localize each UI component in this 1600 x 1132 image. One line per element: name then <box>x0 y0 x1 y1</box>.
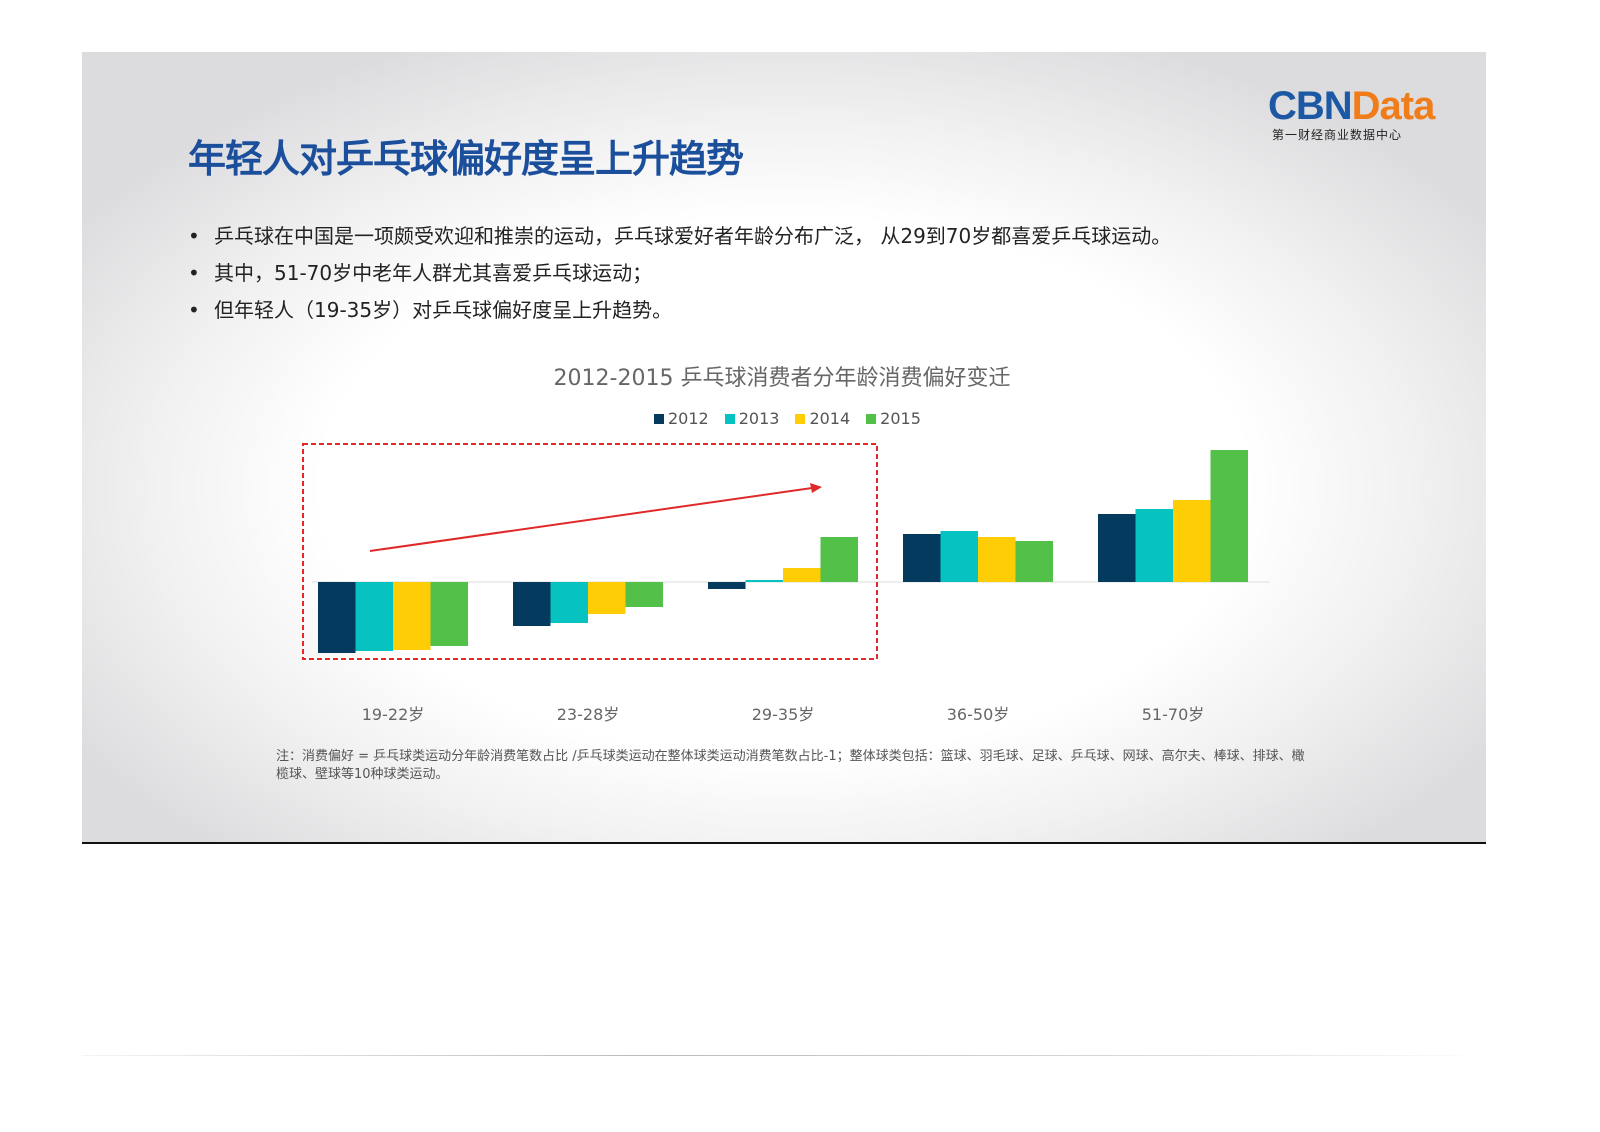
bar-2012-19-22岁 <box>318 582 356 653</box>
chart-title: 2012-2015 乒乓球消费者分年龄消费偏好变迁 <box>553 366 1011 391</box>
trend-arrow <box>369 487 813 552</box>
bullet-item: • 乒乓球在中国是一项颇受欢迎和推崇的运动，乒乓球爱好者年龄分布广泛， 从29到7… <box>188 224 1172 248</box>
chart-legend: 2012 2013 2014 2015 <box>654 409 921 428</box>
bar-2012-36-50岁 <box>903 534 941 582</box>
bullet-item: • 但年轻人（19-35岁）对乒乓球偏好度呈上升趋势。 <box>188 298 673 322</box>
bar-2015-19-22岁 <box>430 582 468 646</box>
x-tick-label: 29-35岁 <box>752 705 815 724</box>
divider <box>82 842 1486 844</box>
bar-2014-51-70岁 <box>1173 500 1211 582</box>
page-title: 年轻人对乒乓球偏好度呈上升趋势 <box>188 137 744 181</box>
bar-2015-36-50岁 <box>1015 541 1053 582</box>
divider-faint <box>82 1055 1486 1056</box>
x-tick-label: 23-28岁 <box>557 705 620 724</box>
arrow-head-icon <box>810 483 822 493</box>
legend-item: 2015 <box>866 409 921 428</box>
bar-2013-51-70岁 <box>1135 509 1173 582</box>
bar-2015-29-35岁 <box>820 537 858 582</box>
bar-2014-23-28岁 <box>588 582 626 614</box>
legend-item: 2014 <box>795 409 850 428</box>
x-tick-label: 51-70岁 <box>1142 705 1205 724</box>
bullet-item: • 其中，51-70岁中老年人群尤其喜爱乒乓球运动； <box>188 261 653 285</box>
bar-2012-23-28岁 <box>513 582 551 626</box>
x-tick-label: 19-22岁 <box>362 705 425 724</box>
legend-item: 2012 <box>654 409 709 428</box>
bar-2013-36-50岁 <box>940 531 978 582</box>
bar-2014-36-50岁 <box>978 537 1016 582</box>
bar-2015-51-70岁 <box>1210 450 1248 582</box>
bar-2013-29-35岁 <box>745 580 783 582</box>
logo: CBNData 第一财经商业数据中心 <box>1268 84 1435 142</box>
x-tick-label: 36-50岁 <box>947 705 1010 724</box>
bar-2013-19-22岁 <box>355 582 393 651</box>
bullet-list: • 乒乓球在中国是一项颇受欢迎和推崇的运动，乒乓球爱好者年龄分布广泛， 从29到7… <box>188 222 1171 333</box>
legend-item: 2013 <box>724 409 779 428</box>
bar-2012-29-35岁 <box>708 582 746 589</box>
highlight-box <box>302 443 878 660</box>
bar-2014-19-22岁 <box>393 582 431 650</box>
bar-2014-29-35岁 <box>783 568 821 582</box>
bar-2012-51-70岁 <box>1098 514 1136 582</box>
slide-background <box>82 52 1486 843</box>
bar-2015-23-28岁 <box>625 582 663 607</box>
footnote: 注：消费偏好 = 乒乓球类运动分年龄消费笔数占比 /乒乓球类运动在整体球类运动消… <box>276 749 1305 782</box>
bar-2013-23-28岁 <box>550 582 588 623</box>
